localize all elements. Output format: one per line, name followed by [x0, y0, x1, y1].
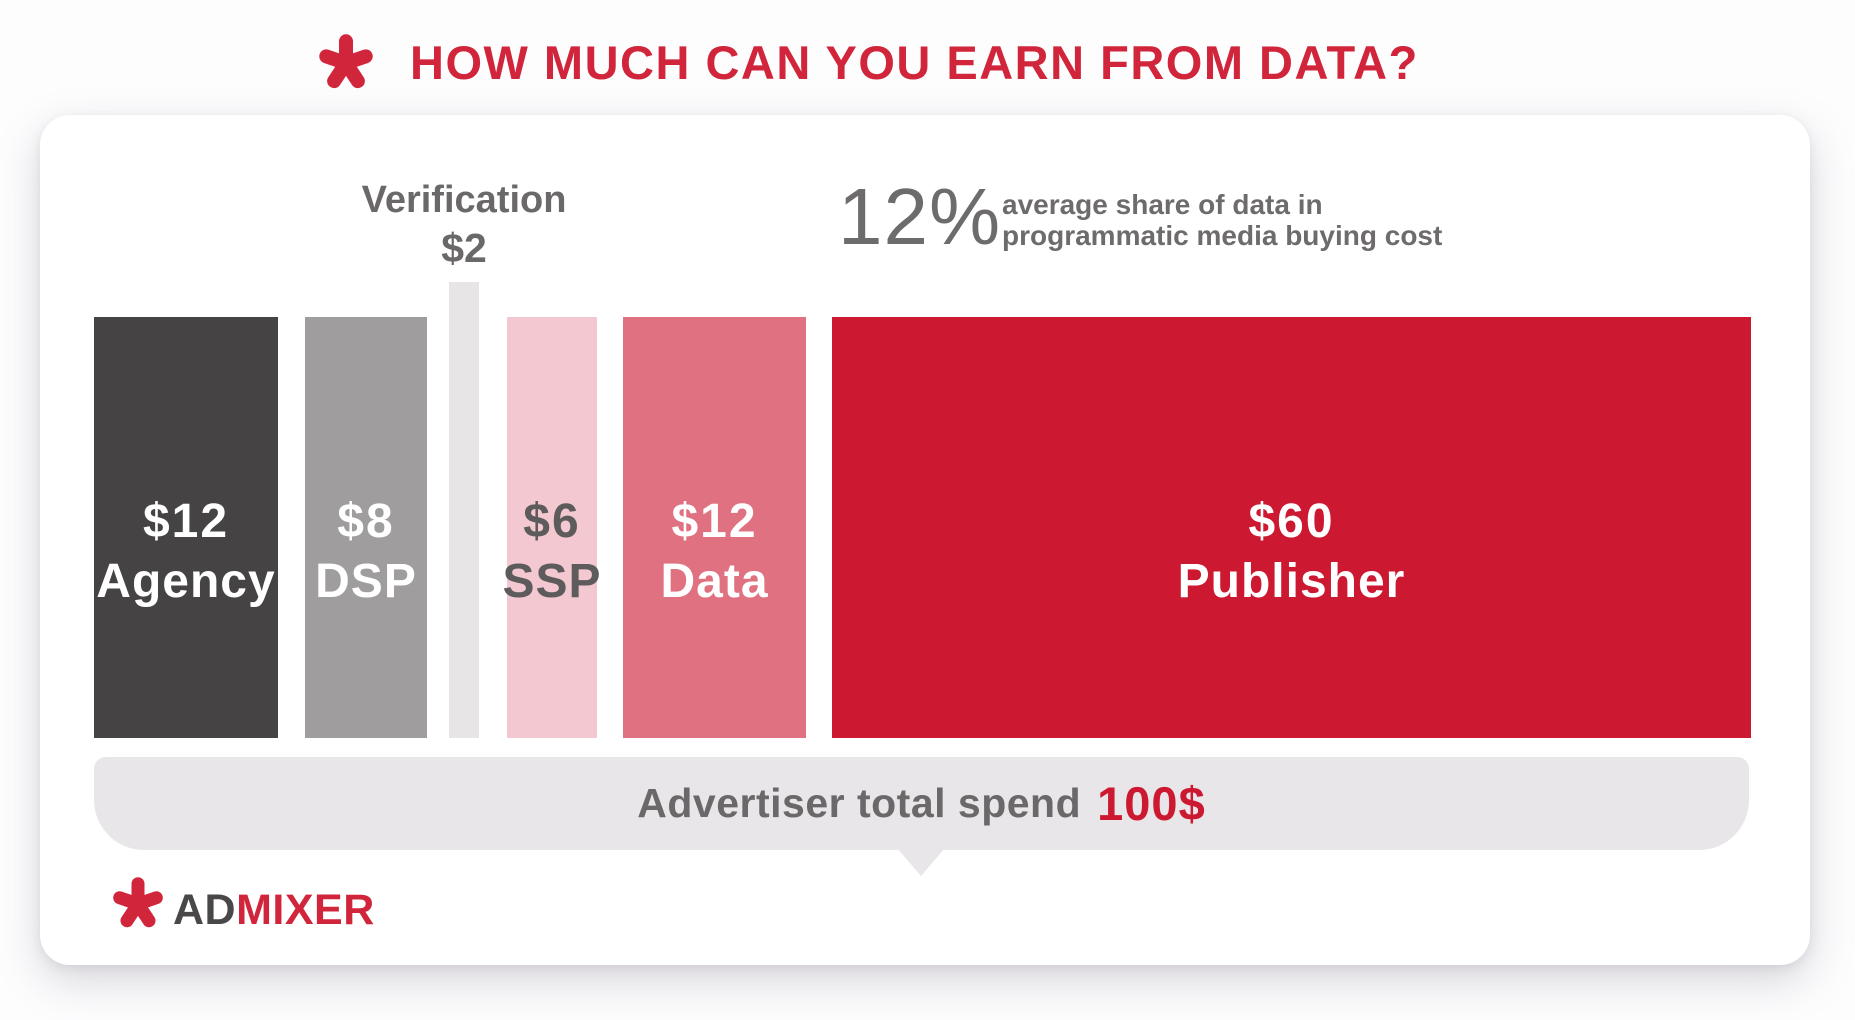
chart-card: Verification $2 12% average share of dat…: [40, 115, 1810, 965]
stat-description: average share of data in programmatic me…: [1002, 189, 1442, 251]
bar-data: $12 Data: [623, 317, 806, 738]
advertiser-total-value: 100$: [1097, 777, 1206, 830]
bar-publisher-amount: $60: [1248, 494, 1335, 548]
stat-description-line1: average share of data in: [1002, 189, 1323, 220]
bar-publisher-label: Publisher: [1177, 554, 1406, 608]
bar-ssp: $6 SSP: [502, 317, 601, 738]
bar-dsp: $8 DSP: [305, 317, 427, 738]
header: HOW MUCH CAN YOU EARN FROM DATA?: [318, 32, 1419, 92]
admixer-asterisk-icon: [319, 34, 373, 89]
verification-callout-amount: $2: [441, 225, 487, 271]
verification-callout-label: Verification: [361, 179, 567, 221]
admixer-logo: ADMIXER: [112, 872, 375, 934]
stat-value: 12%: [838, 172, 1002, 261]
bar-publisher: $60 Publisher: [832, 317, 1751, 738]
stat-description-line2: programmatic media buying cost: [1002, 220, 1443, 251]
bar-data-amount: $12: [671, 494, 758, 548]
logo-part-mixer: MIXER: [236, 886, 375, 934]
pointer-notch: [897, 848, 945, 876]
bar-dsp-amount: $8: [337, 494, 395, 548]
page-title: HOW MUCH CAN YOU EARN FROM DATA?: [410, 35, 1419, 89]
verification-callout: Verification $2: [314, 181, 614, 269]
bar-agency: $12 Agency: [94, 317, 278, 738]
bar-agency-amount: $12: [142, 494, 230, 548]
bar-verification: [449, 282, 479, 738]
bar-agency-label: Agency: [96, 554, 276, 608]
advertiser-total-bar: Advertiser total spend 100$: [94, 757, 1749, 876]
admixer-asterisk-icon: [113, 877, 163, 928]
bar-data-label: Data: [660, 554, 769, 608]
bar-ssp-amount: $6: [523, 494, 581, 548]
bar-dsp-label: DSP: [315, 554, 417, 608]
advertiser-total-label: Advertiser total spend: [637, 780, 1082, 826]
bar-ssp-label: SSP: [502, 554, 602, 608]
logo-part-ad: AD: [173, 886, 237, 934]
admixer-logo-text: ADMIXER: [173, 889, 375, 932]
